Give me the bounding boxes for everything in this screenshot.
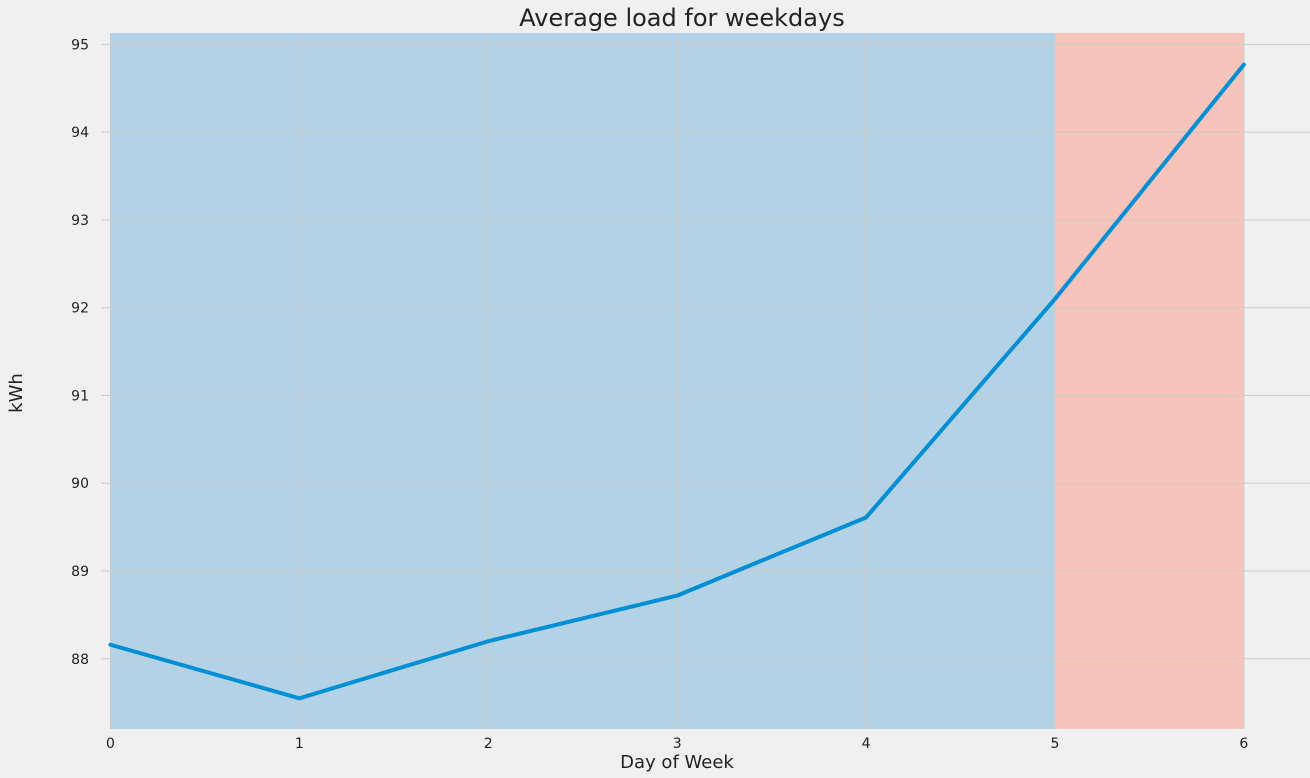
gridlines bbox=[101, 33, 1310, 729]
x-tick-label: 6 bbox=[1239, 736, 1248, 752]
x-tick-label: 4 bbox=[862, 736, 871, 752]
y-tick-labels: 88 89 90 91 92 93 94 95 bbox=[71, 37, 89, 667]
y-tick-label: 91 bbox=[71, 388, 89, 404]
x-axis-label: Day of Week bbox=[620, 752, 734, 773]
chart-title: Average load for weekdays bbox=[519, 4, 844, 32]
x-tick-label: 0 bbox=[106, 736, 115, 752]
y-axis-label: kWh bbox=[6, 373, 27, 413]
weekday-span bbox=[110, 33, 1055, 729]
weekday-weekend-spans bbox=[110, 33, 1244, 729]
weekend-span bbox=[1054, 33, 1244, 729]
y-tick-label: 95 bbox=[71, 37, 89, 53]
y-tick-label: 89 bbox=[71, 564, 89, 580]
x-tick-label: 1 bbox=[295, 736, 304, 752]
y-tick-label: 88 bbox=[71, 652, 89, 668]
y-tick-label: 92 bbox=[71, 301, 89, 317]
y-tick-label: 93 bbox=[71, 213, 89, 229]
x-tick-label: 2 bbox=[484, 736, 493, 752]
x-tick-labels: 0 1 2 3 4 5 6 bbox=[106, 736, 1248, 752]
y-tick-label: 94 bbox=[71, 125, 89, 141]
series-layer bbox=[108, 62, 1246, 701]
x-tick-label: 3 bbox=[673, 736, 682, 752]
y-tick-label: 90 bbox=[71, 476, 89, 492]
x-tick-label: 5 bbox=[1051, 736, 1060, 752]
